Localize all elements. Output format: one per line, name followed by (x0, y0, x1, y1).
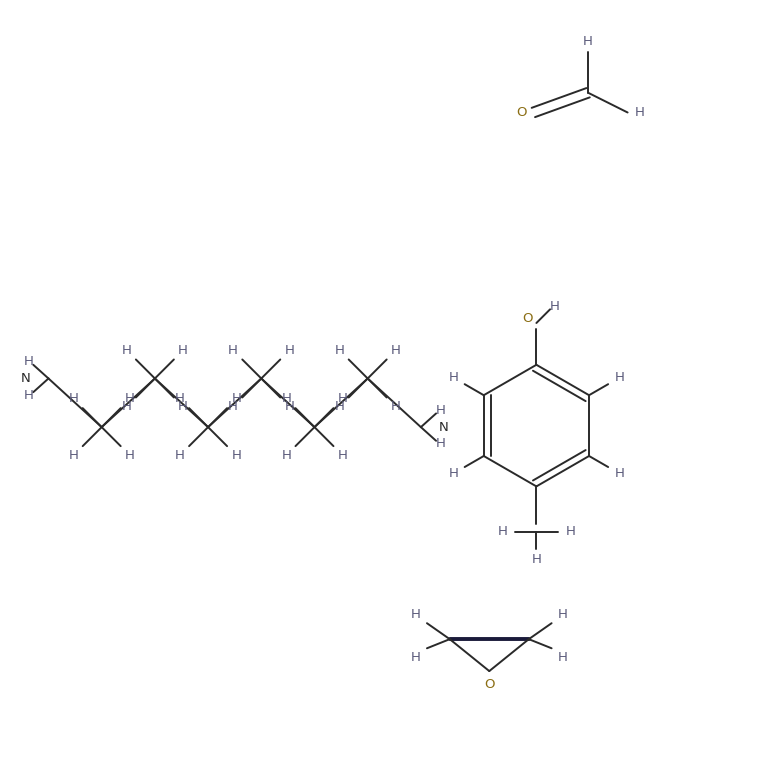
Text: H: H (69, 448, 78, 462)
Text: O: O (516, 106, 526, 119)
Text: H: H (338, 448, 347, 462)
Text: H: H (338, 392, 347, 406)
Text: H: H (436, 404, 445, 417)
Text: N: N (21, 372, 31, 385)
Text: H: H (411, 607, 420, 621)
Text: H: H (615, 467, 624, 480)
Text: O: O (522, 312, 532, 325)
Text: H: H (532, 553, 541, 566)
Text: H: H (335, 344, 344, 357)
Text: H: H (24, 355, 34, 369)
Text: H: H (281, 392, 292, 406)
Text: H: H (24, 388, 34, 402)
Text: H: H (122, 400, 132, 413)
Text: H: H (498, 524, 507, 538)
Text: H: H (583, 34, 593, 48)
Text: H: H (448, 371, 459, 385)
Text: H: H (558, 651, 568, 664)
Text: H: H (178, 400, 188, 413)
Text: H: H (285, 400, 294, 413)
Text: H: H (335, 400, 344, 413)
Text: H: H (411, 651, 420, 664)
Text: H: H (231, 448, 241, 462)
Text: H: H (436, 437, 445, 451)
Text: O: O (484, 678, 495, 692)
Text: H: H (558, 607, 568, 621)
Text: H: H (615, 371, 624, 385)
Text: H: H (228, 344, 238, 357)
Text: N: N (439, 420, 448, 434)
Text: H: H (69, 392, 78, 406)
Text: H: H (448, 467, 459, 480)
Text: H: H (391, 344, 401, 357)
Text: H: H (550, 299, 560, 313)
Text: H: H (228, 400, 238, 413)
Text: H: H (285, 344, 294, 357)
Text: H: H (125, 392, 135, 406)
Text: H: H (175, 448, 185, 462)
Text: H: H (391, 400, 401, 413)
Text: H: H (122, 344, 132, 357)
Text: H: H (231, 392, 241, 406)
Text: H: H (635, 106, 644, 119)
Text: H: H (175, 392, 185, 406)
Text: H: H (125, 448, 135, 462)
Text: H: H (178, 344, 188, 357)
Text: H: H (565, 524, 575, 538)
Text: H: H (281, 448, 292, 462)
